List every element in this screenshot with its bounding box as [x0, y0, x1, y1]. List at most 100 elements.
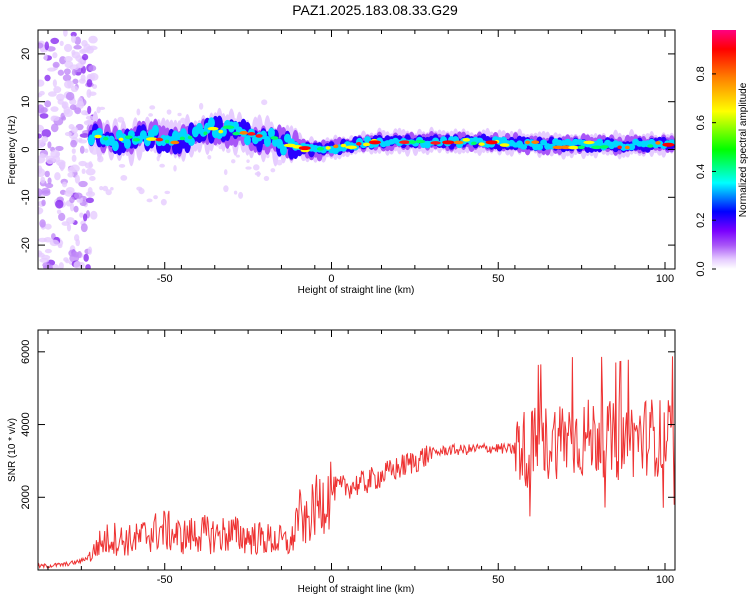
heatmap-noise-blob: [73, 261, 82, 269]
heatmap-noise-blob: [99, 186, 104, 191]
heatmap-ridge-blob: [219, 126, 227, 137]
heatmap-noise-blob: [44, 223, 52, 230]
heatmap-noise-blob: [79, 145, 85, 154]
heatmap-noise-blob: [62, 74, 72, 82]
heatmap-noise-blob: [153, 195, 158, 200]
heatmap-noise-blob: [41, 136, 49, 143]
heatmap-noise-blob: [256, 170, 261, 178]
x-tick-label: 100: [656, 574, 674, 586]
heatmap-noise-blob: [74, 174, 80, 184]
heatmap-noise-blob: [71, 154, 77, 163]
heatmap-noise-blob: [69, 196, 75, 204]
heatmap-noise-blob: [207, 154, 212, 160]
colorbar-tick-label: 0.8: [695, 66, 707, 81]
heatmap-noise-blob: [50, 123, 59, 133]
heatmap-noise-blob: [55, 145, 64, 151]
heatmap-noise-blob: [39, 257, 50, 263]
heatmap-noise-blob: [105, 189, 112, 196]
heatmap-hotspot: [103, 136, 109, 141]
heatmap-noise-blob: [47, 141, 52, 149]
heatmap-noise-blob: [88, 91, 97, 96]
heatmap-hotspot: [187, 135, 193, 140]
heatmap-noise-blob: [39, 219, 46, 228]
heatmap-hotspot: [255, 134, 263, 138]
heatmap-noise-blob: [41, 129, 52, 138]
heatmap-noise-blob: [110, 186, 114, 191]
heatmap-noise-blob: [81, 110, 88, 116]
heatmap-noise-blob: [45, 182, 54, 189]
heatmap-noise-blob: [58, 262, 64, 269]
heatmap-hotspot: [577, 145, 585, 150]
heatmap-ridge-blob: [263, 135, 271, 148]
heatmap-noise-blob: [56, 93, 65, 101]
heatmap-noise-blob: [50, 37, 60, 45]
heatmap-hotspot: [471, 141, 477, 146]
heatmap-peak: [485, 140, 498, 145]
heatmap-noise-blob: [70, 139, 78, 148]
heatmap-noise-blob: [44, 170, 50, 178]
heatmap-noise-blob: [85, 197, 94, 204]
heatmap-noise-blob: [81, 168, 86, 175]
heatmap-noise-blob: [77, 97, 84, 106]
heatmap-noise-blob: [62, 102, 67, 110]
heatmap-noise-blob: [148, 113, 153, 117]
heatmap-noise-blob: [54, 172, 61, 181]
heatmap-ridge-blob: [540, 139, 548, 146]
heatmap-noise-blob: [50, 149, 61, 158]
y-tick-label: 2000: [20, 485, 32, 509]
heatmap-hotspot: [218, 129, 224, 134]
heatmap-noise-blob: [38, 165, 43, 174]
heatmap-noise-blob: [160, 198, 167, 206]
heatmap-hotspot: [345, 145, 358, 150]
heatmap-noise-blob: [66, 223, 72, 232]
heatmap-hotspot: [415, 139, 426, 144]
heatmap-noise-blob: [78, 180, 88, 188]
heatmap-noise-blob: [80, 223, 88, 233]
heatmap-noise-blob: [276, 159, 283, 166]
heatmap-ridge-blob: [628, 143, 636, 151]
heatmap-noise-blob: [246, 159, 250, 163]
heatmap-ridge-blob: [123, 137, 131, 149]
heatmap-noise-blob: [159, 163, 165, 168]
heatmap-noise-blob: [83, 213, 88, 222]
heatmap-noise-blob: [164, 190, 171, 195]
heatmap-hotspot: [591, 145, 603, 150]
heatmap-noise-blob: [44, 248, 52, 254]
heatmap-noise-blob: [65, 186, 75, 195]
heatmap-noise-blob: [90, 74, 96, 81]
heatmap-noise-blob: [71, 49, 76, 56]
heatmap-noise-blob: [61, 181, 68, 188]
heatmap-hotspot: [453, 140, 464, 145]
heatmap-noise-blob: [233, 190, 238, 195]
heatmap-noise-blob: [81, 65, 86, 74]
spectrogram-heatmap: [38, 30, 675, 269]
heatmap-noise-blob: [136, 108, 141, 116]
heatmap-noise-blob: [77, 250, 82, 259]
heatmap-hotspot: [408, 140, 417, 144]
heatmap-peak: [442, 140, 455, 145]
heatmap-hotspot: [170, 140, 180, 145]
heatmap-noise-blob: [70, 85, 79, 92]
heatmap-noise-blob: [88, 65, 97, 72]
heatmap-noise-blob: [67, 166, 76, 173]
heatmap-noise-blob: [56, 209, 62, 215]
heatmap-noise-blob: [73, 205, 79, 213]
colorbar-tick-label: 0.6: [695, 115, 707, 130]
heatmap-hotspot: [203, 131, 208, 136]
y-tick-label: 10: [20, 96, 32, 108]
heatmap-noise-blob: [71, 35, 76, 43]
heatmap-noise-blob: [99, 106, 106, 111]
heatmap-hotspot: [239, 131, 249, 135]
snr-panel: -50 0 50 100 2000 4000 6000 Height of straight…: [7, 329, 676, 595]
heatmap-noise-blob: [60, 163, 65, 168]
heatmap-noise-blob: [71, 69, 77, 76]
heatmap-hotspot: [222, 125, 235, 130]
y-tick-label: -10: [20, 189, 32, 205]
heatmap-noise-blob: [63, 43, 73, 53]
heatmap-noise-blob: [41, 199, 46, 207]
colorbar-tick-label: 0.0: [695, 261, 707, 276]
heatmap-noise-blob: [63, 80, 74, 89]
heatmap-noise-blob: [44, 41, 50, 51]
heatmap-noise-blob: [47, 67, 57, 72]
